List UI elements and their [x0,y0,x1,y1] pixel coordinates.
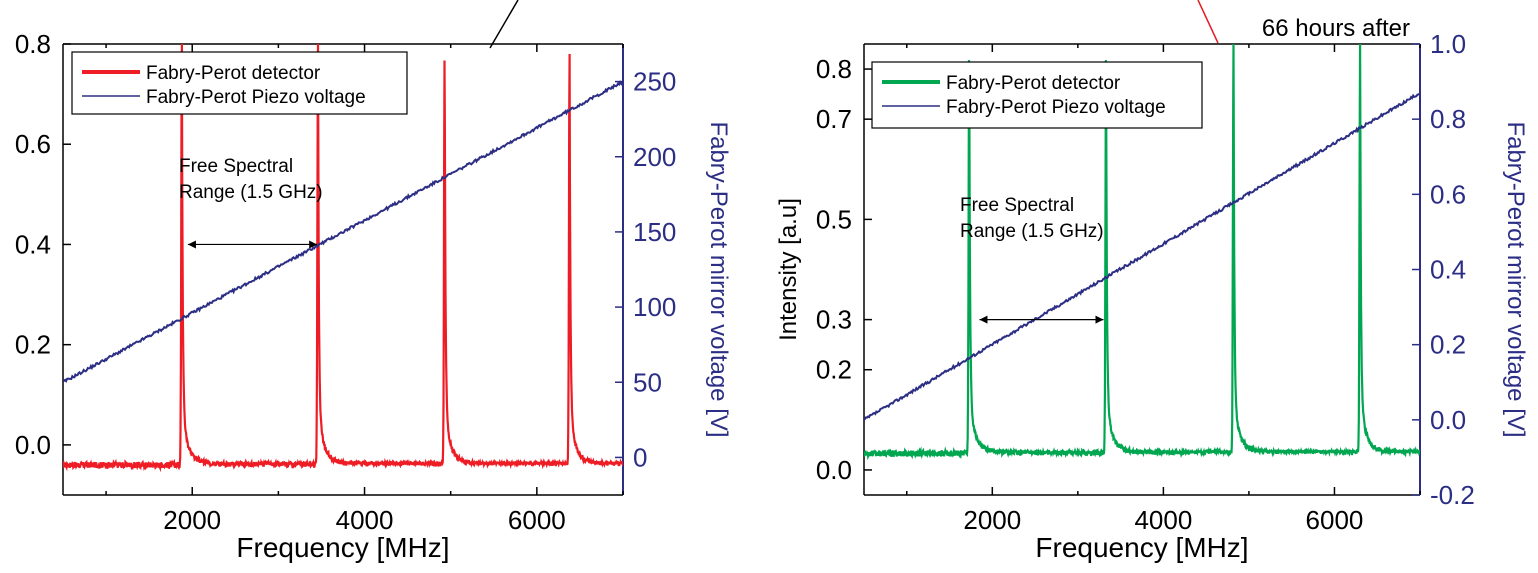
y2-axis-title: Fabry-Perot mirror voltage [V] [705,121,732,437]
y2-tick-label: 250 [633,67,676,97]
y-tick-label: 0.4 [15,229,51,259]
detector-series-line [864,44,1420,461]
x-tick-label: 4000 [336,505,394,535]
y-tick-label: 0.5 [816,204,852,234]
fsr-arrow-head-left [979,315,988,324]
y2-tick-label: 100 [633,292,676,322]
y2-tick-label: 0.6 [1430,179,1466,209]
fsr-arrow-head-right [309,240,318,249]
x-axis-title: Frequency [MHz] [236,532,449,563]
y-tick-label: 0.2 [15,330,51,360]
y2-tick-label: 0.8 [1430,104,1466,134]
piezo-series-line [864,93,1420,421]
y2-tick-label: 150 [633,217,676,247]
fsr-arrow-head-left [187,240,196,249]
fsr-annotation-line1: Free Spectral [179,156,293,177]
y2-tick-label: 50 [633,367,662,397]
pointer-line-left [489,0,519,49]
y2-tick-label: 0.2 [1430,330,1466,360]
x-tick-label: 4000 [1134,505,1192,535]
fsr-annotation-line1: Free Spectral [960,195,1074,216]
fsr-annotation-line2: Range (1.5 GHz) [960,221,1104,242]
y2-tick-label: 0.0 [1430,405,1466,435]
piezo-series-line [63,80,623,383]
x-tick-label: 2000 [963,505,1021,535]
pointer-line-right [1197,0,1219,44]
fsr-arrow-head-right [1095,315,1104,324]
y-tick-label: 0.8 [816,54,852,84]
legend-label: Fabry-Perot Piezo voltage [146,87,366,108]
x-tick-label: 2000 [163,505,221,535]
corner-label: 66 hours after [1262,15,1410,42]
y2-axis-title: Fabry-Perot mirror voltage [V] [1502,121,1529,437]
chart-panel-right: 2000 4000 6000 Frequency [MHz] 0.0 0.2 0.3 0.5 0… [775,15,1529,563]
y2-tick-label: -0.2 [1430,480,1475,510]
detector-series-line [63,44,623,473]
fsr-annotation-line2: Range (1.5 GHz) [179,182,323,203]
y2-tick-label: 0 [633,442,647,472]
y2-tick-label: 200 [633,142,676,172]
y2-tick-label: 0.4 [1430,255,1466,285]
x-tick-label: 6000 [508,505,566,535]
legend-box [871,61,1203,129]
y-tick-label: 0.6 [15,129,51,159]
y-tick-label: 0.7 [816,104,852,134]
y-axis-title: Intensity [a.u] [775,198,802,341]
legend-label: Fabry-Perot Piezo voltage [946,97,1166,118]
y-tick-label: 0.0 [15,430,51,460]
y-tick-label: 0.0 [816,455,852,485]
legend-box [71,51,408,115]
x-axis-title: Frequency [MHz] [1035,532,1248,563]
y2-tick-label: 1.0 [1430,29,1466,59]
y-tick-label: 0.3 [816,305,852,335]
legend-label: Fabry-Perot detector [946,73,1121,94]
x-tick-label: 6000 [1306,505,1364,535]
y-tick-label: 0.8 [15,29,51,59]
y-tick-label: 0.2 [816,355,852,385]
legend-label: Fabry-Perot detector [146,63,321,84]
